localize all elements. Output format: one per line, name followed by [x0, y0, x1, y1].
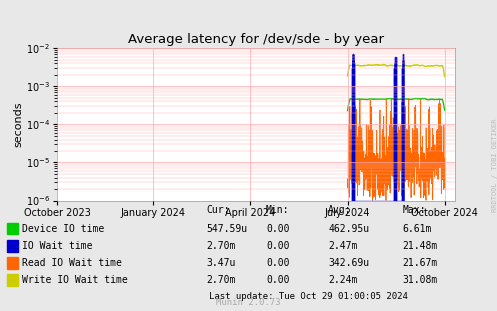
- Text: 21.48m: 21.48m: [403, 241, 438, 251]
- Text: 2.24m: 2.24m: [328, 275, 357, 285]
- Text: 2.70m: 2.70m: [206, 275, 236, 285]
- Title: Average latency for /dev/sde - by year: Average latency for /dev/sde - by year: [128, 33, 384, 46]
- Text: 21.67m: 21.67m: [403, 258, 438, 268]
- Text: 462.95u: 462.95u: [328, 224, 369, 234]
- Text: 0.00: 0.00: [266, 275, 289, 285]
- Text: 342.69u: 342.69u: [328, 258, 369, 268]
- Text: RRDTOOL / TOBI OETIKER: RRDTOOL / TOBI OETIKER: [492, 118, 497, 212]
- Text: 0.00: 0.00: [266, 258, 289, 268]
- Text: Avg:: Avg:: [328, 205, 351, 215]
- Text: 6.61m: 6.61m: [403, 224, 432, 234]
- Text: 0.00: 0.00: [266, 241, 289, 251]
- Text: 547.59u: 547.59u: [206, 224, 248, 234]
- Text: 2.70m: 2.70m: [206, 241, 236, 251]
- Text: Max:: Max:: [403, 205, 426, 215]
- Text: IO Wait time: IO Wait time: [22, 241, 93, 251]
- Text: Min:: Min:: [266, 205, 289, 215]
- Text: Last update: Tue Oct 29 01:00:05 2024: Last update: Tue Oct 29 01:00:05 2024: [209, 292, 408, 300]
- Text: Read IO Wait time: Read IO Wait time: [22, 258, 122, 268]
- Text: 31.08m: 31.08m: [403, 275, 438, 285]
- Text: Cur:: Cur:: [206, 205, 230, 215]
- Text: 3.47u: 3.47u: [206, 258, 236, 268]
- Y-axis label: seconds: seconds: [13, 102, 23, 147]
- Text: 2.47m: 2.47m: [328, 241, 357, 251]
- Text: Write IO Wait time: Write IO Wait time: [22, 275, 128, 285]
- Text: 0.00: 0.00: [266, 224, 289, 234]
- Text: Munin 2.0.73: Munin 2.0.73: [216, 298, 281, 307]
- Text: Device IO time: Device IO time: [22, 224, 104, 234]
